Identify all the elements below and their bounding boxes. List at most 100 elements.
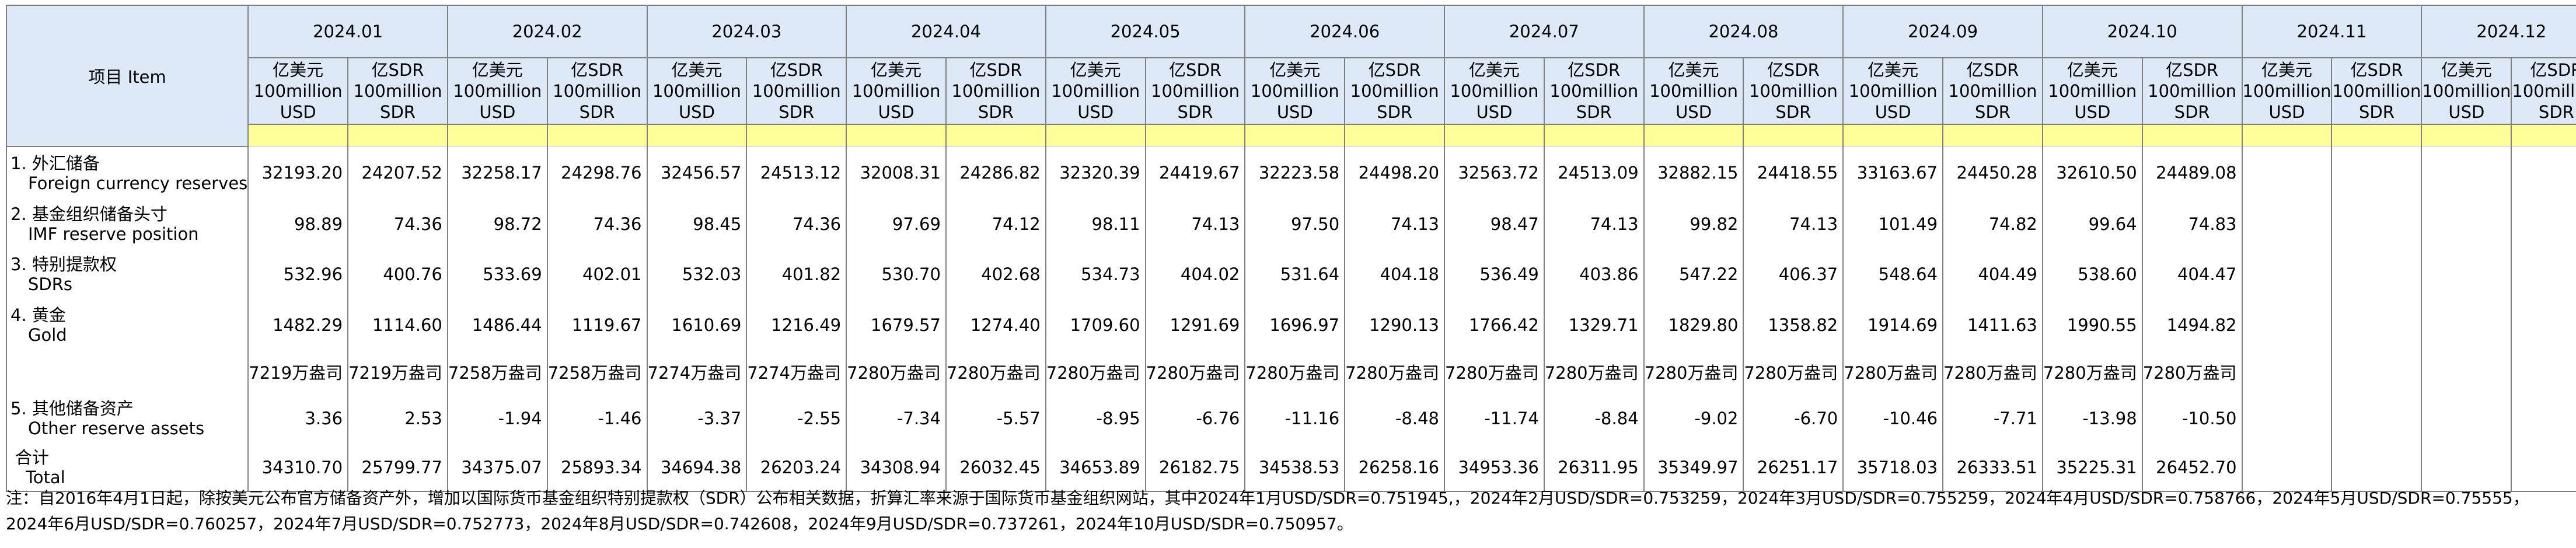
sdr-value-cell: 1290.13 [1344, 299, 1446, 351]
usd-value-cell [2421, 299, 2512, 351]
sdr-value-cell [2511, 199, 2576, 249]
usd-value-cell: 3.36 [247, 392, 349, 444]
spacer-cell [1643, 124, 1744, 146]
usd-value-cell: 34310.70 [247, 444, 349, 492]
usd-value-cell: 35225.31 [2041, 444, 2143, 492]
sdr-value-cell: 2.53 [347, 392, 448, 444]
usd-value-cell: -10.46 [1842, 392, 1944, 444]
spacer-cell [1842, 124, 1944, 146]
sdr-value-cell: -8.48 [1344, 392, 1446, 444]
sdr-value-cell [2331, 249, 2423, 300]
usd-value-cell: 1709.60 [1045, 299, 1146, 351]
table-row: 7219万盎司 7219万盎司 7258万盎司 7258万盎司 7274万盎司 7274万… [5, 350, 2576, 393]
sdr-value-cell: 404.02 [1144, 249, 1246, 300]
sdr-value-cell [2511, 146, 2576, 200]
reserves-table: 项目 Item 2024.01 2024.02 2024.03 2024.04 2024… [5, 5, 2576, 492]
spacer-cell [1244, 124, 1346, 146]
usd-value-cell: 34308.94 [846, 444, 947, 492]
sdr-value-cell: 24498.20 [1344, 146, 1446, 200]
sdr-value-cell: 26311.95 [1543, 444, 1645, 492]
unit-line: 100million [553, 81, 642, 101]
sdr-value-cell: 26032.45 [945, 444, 1046, 492]
usd-unit-header: 亿美元 100million USD [1842, 57, 1944, 125]
row-label-zh: 1. 外汇储备 [11, 153, 100, 173]
unit-line: 100million [1649, 81, 1739, 101]
sdr-value-cell: -10.50 [2141, 392, 2243, 444]
spacer-cell [247, 124, 349, 146]
usd-value-cell: 1766.42 [1444, 299, 1545, 351]
usd-value-cell [2241, 146, 2333, 200]
usd-value-cell: 98.89 [247, 199, 349, 249]
sdr-value-cell: -6.70 [1743, 392, 1844, 444]
usd-value-cell: 97.69 [846, 199, 947, 249]
usd-unit-header: 亿美元 100million USD [2421, 57, 2512, 125]
month-header: 2024.11 [2241, 5, 2423, 58]
unit-line: USD [1276, 102, 1313, 122]
sdr-value-cell: 74.36 [347, 199, 448, 249]
sdr-value-cell: 26258.16 [1344, 444, 1446, 492]
usd-value-cell: 34653.89 [1045, 444, 1146, 492]
sdr-value-cell: 1274.40 [945, 299, 1046, 351]
usd-value-cell: 1914.69 [1842, 299, 1944, 351]
usd-value-cell: 34538.53 [1244, 444, 1346, 492]
item-header: 项目 Item [5, 5, 249, 147]
usd-value-cell: 32008.31 [846, 146, 947, 200]
sdr-value-cell: 7280万盎司 [945, 350, 1046, 393]
usd-value-cell: 7274万盎司 [646, 350, 748, 393]
sdr-value-cell: 24419.67 [1144, 146, 1246, 200]
sdr-value-cell: 1119.67 [546, 299, 648, 351]
unit-line: 亿SDR [1966, 60, 2019, 80]
month-header: 2024.09 [1842, 5, 2043, 58]
usd-value-cell: 98.45 [646, 199, 748, 249]
usd-value-cell: 1610.69 [646, 299, 748, 351]
usd-value-cell: -8.95 [1045, 392, 1146, 444]
sdr-value-cell [2511, 299, 2576, 351]
sdr-value-cell: 7280万盎司 [2141, 350, 2243, 393]
sdr-value-cell [2331, 146, 2423, 200]
sdr-value-cell: 1291.69 [1144, 299, 1246, 351]
sdr-value-cell: 1494.82 [2141, 299, 2243, 351]
spacer-cell [1543, 124, 1645, 146]
row-label: 1. 外汇储备 Foreign currency reserves [5, 146, 249, 200]
unit-line: USD [1875, 102, 1911, 122]
sdr-value-cell: 7274万盎司 [746, 350, 847, 393]
unit-line: 亿美元 [273, 60, 324, 80]
usd-value-cell: 538.60 [2041, 249, 2143, 300]
sdr-value-cell: 26452.70 [2141, 444, 2243, 492]
spacer-cell [546, 124, 648, 146]
spacer-cell [1743, 124, 1844, 146]
usd-value-cell: 99.82 [1643, 199, 1744, 249]
unit-line: USD [2268, 102, 2305, 122]
usd-value-cell: 7280万盎司 [1244, 350, 1346, 393]
sdr-value-cell: 406.37 [1743, 249, 1844, 300]
spacer-cell [2421, 124, 2512, 146]
sdr-value-cell [2331, 350, 2423, 393]
sdr-value-cell: -5.57 [945, 392, 1046, 444]
unit-line: USD [280, 102, 316, 122]
usd-value-cell [2421, 249, 2512, 300]
usd-value-cell: 7280万盎司 [1643, 350, 1744, 393]
spacer-cell [2331, 124, 2423, 146]
usd-unit-header: 亿美元 100million USD [446, 57, 548, 125]
spacer-cell [646, 124, 748, 146]
usd-value-cell: -9.02 [1643, 392, 1744, 444]
sdr-value-cell: 24298.76 [546, 146, 648, 200]
unit-line: 亿美元 [1468, 60, 1520, 80]
unit-line: 亿SDR [1568, 60, 1621, 80]
table-row: 3. 特别提款权 SDRs 532.96 400.76 533.69 402.01 532.… [5, 249, 2576, 300]
usd-value-cell: 530.70 [846, 249, 947, 300]
row-label-zh: 4. 黄金 [11, 305, 66, 325]
spacer-cell [746, 124, 847, 146]
usd-value-cell: -3.37 [646, 392, 748, 444]
unit-line: 100million [851, 81, 941, 101]
usd-value-cell [2241, 299, 2333, 351]
month-header: 2024.06 [1244, 5, 1446, 58]
sdr-value-cell: 26182.75 [1144, 444, 1246, 492]
unit-line: 100million [353, 81, 442, 101]
spacer-cell [1045, 124, 1146, 146]
sdr-value-cell: 1114.60 [347, 299, 448, 351]
unit-line: 亿SDR [2166, 60, 2219, 80]
sdr-value-cell: 7258万盎司 [546, 350, 648, 393]
